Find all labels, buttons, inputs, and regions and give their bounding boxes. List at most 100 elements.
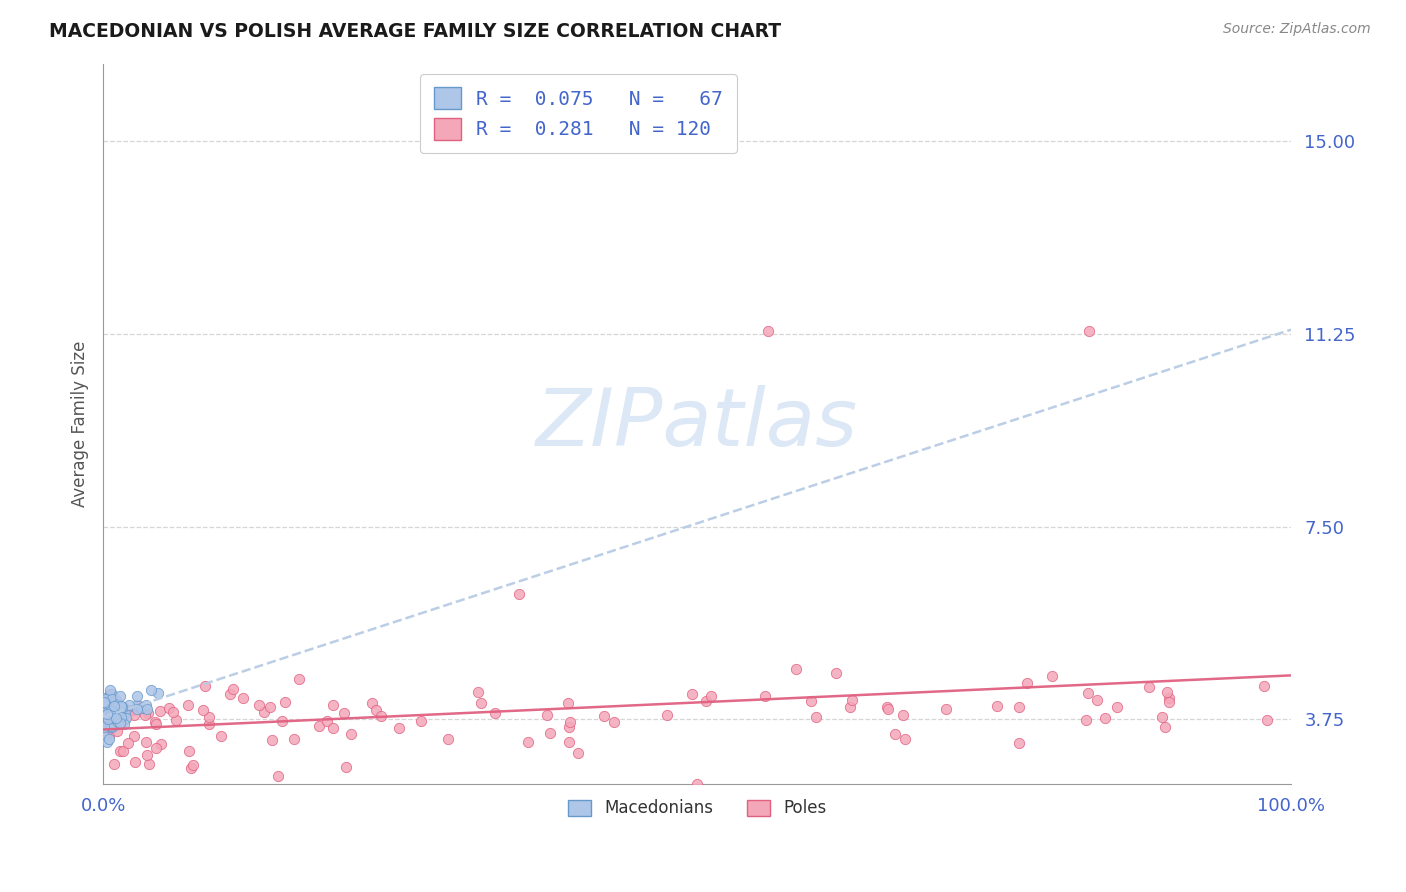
- Point: [136, 747, 159, 762]
- Point: [93, 702, 115, 716]
- Point: [101, 710, 124, 724]
- Point: [101, 708, 124, 723]
- Point: [124, 755, 146, 769]
- Point: [103, 756, 125, 771]
- Point: [96, 735, 118, 749]
- Text: ZIPatlas: ZIPatlas: [536, 384, 858, 463]
- Point: [105, 723, 128, 738]
- Point: [110, 710, 132, 724]
- Point: [105, 693, 128, 707]
- Point: [222, 681, 245, 696]
- Point: [288, 672, 311, 686]
- Point: [1156, 685, 1178, 699]
- Point: [538, 725, 561, 739]
- Point: [891, 708, 914, 723]
- Point: [94, 728, 117, 742]
- Point: [94, 787, 117, 801]
- Text: MACEDONIAN VS POLISH AVERAGE FAMILY SIZE CORRELATION CHART: MACEDONIAN VS POLISH AVERAGE FAMILY SIZE…: [49, 22, 782, 41]
- Point: [516, 735, 538, 749]
- Point: [271, 714, 294, 728]
- Point: [93, 716, 115, 731]
- Point: [1157, 690, 1180, 705]
- Point: [135, 734, 157, 748]
- Point: [108, 744, 131, 758]
- Point: [117, 736, 139, 750]
- Point: [1154, 720, 1177, 734]
- Point: [146, 686, 169, 700]
- Point: [103, 713, 125, 727]
- Point: [100, 709, 122, 723]
- Point: [103, 699, 125, 714]
- Point: [100, 688, 122, 702]
- Point: [104, 695, 127, 709]
- Point: [93, 690, 115, 705]
- Point: [96, 706, 118, 721]
- Point: [333, 706, 356, 720]
- Point: [232, 690, 254, 705]
- Point: [567, 746, 589, 760]
- Point: [96, 709, 118, 723]
- Point: [695, 694, 717, 708]
- Point: [157, 701, 180, 715]
- Point: [1137, 680, 1160, 694]
- Point: [112, 717, 135, 731]
- Point: [100, 704, 122, 718]
- Point: [145, 741, 167, 756]
- Point: [110, 699, 132, 714]
- Point: [108, 711, 131, 725]
- Point: [107, 697, 129, 711]
- Point: [884, 727, 907, 741]
- Point: [177, 698, 200, 712]
- Point: [211, 729, 233, 743]
- Point: [143, 714, 166, 729]
- Point: [198, 710, 221, 724]
- Point: [316, 714, 339, 729]
- Point: [104, 711, 127, 725]
- Point: [129, 700, 152, 714]
- Point: [370, 709, 392, 723]
- Point: [484, 706, 506, 720]
- Point: [758, 324, 780, 338]
- Point: [108, 690, 131, 704]
- Point: [128, 698, 150, 713]
- Point: [107, 716, 129, 731]
- Point: [101, 702, 124, 716]
- Point: [876, 702, 898, 716]
- Point: [841, 693, 863, 707]
- Point: [335, 760, 357, 774]
- Point: [322, 721, 344, 735]
- Point: [98, 683, 121, 698]
- Point: [437, 731, 460, 746]
- Point: [935, 702, 957, 716]
- Point: [1094, 711, 1116, 725]
- Point: [1074, 713, 1097, 727]
- Point: [162, 706, 184, 720]
- Point: [98, 718, 121, 732]
- Point: [93, 706, 115, 720]
- Point: [657, 707, 679, 722]
- Point: [593, 709, 616, 723]
- Point: [135, 698, 157, 712]
- Point: [838, 699, 860, 714]
- Point: [247, 698, 270, 712]
- Point: [259, 700, 281, 714]
- Point: [986, 698, 1008, 713]
- Point: [145, 716, 167, 731]
- Point: [1015, 676, 1038, 690]
- Point: [165, 713, 187, 727]
- Point: [127, 689, 149, 703]
- Y-axis label: Average Family Size: Average Family Size: [72, 341, 89, 507]
- Point: [98, 687, 121, 701]
- Point: [260, 732, 283, 747]
- Point: [97, 731, 120, 746]
- Point: [94, 706, 117, 720]
- Point: [118, 698, 141, 713]
- Point: [1150, 710, 1173, 724]
- Text: Source: ZipAtlas.com: Source: ZipAtlas.com: [1223, 22, 1371, 37]
- Point: [800, 693, 823, 707]
- Point: [322, 698, 344, 713]
- Point: [115, 710, 138, 724]
- Point: [340, 727, 363, 741]
- Point: [558, 721, 581, 735]
- Point: [558, 715, 581, 730]
